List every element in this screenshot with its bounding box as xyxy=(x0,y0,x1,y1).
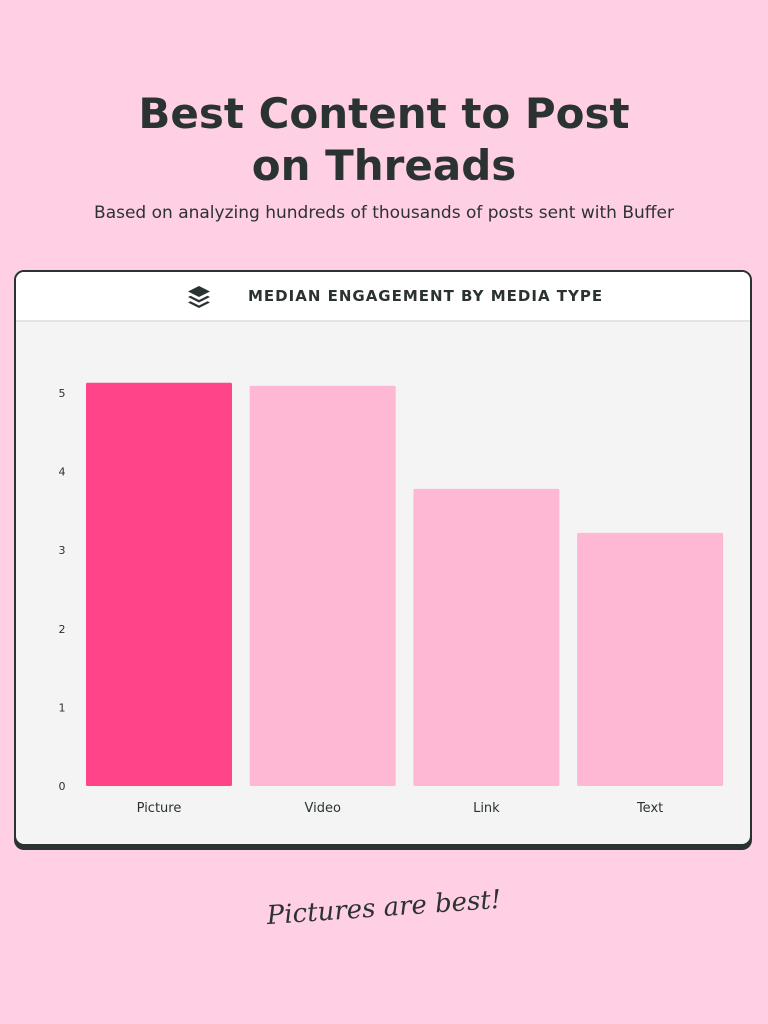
chart-card-header: MEDIAN ENGAGEMENT BY MEDIA TYPE xyxy=(16,272,750,322)
x-tick-label: Text xyxy=(636,801,663,816)
y-tick-label: 5 xyxy=(59,387,66,400)
bar-picture xyxy=(86,382,232,786)
y-tick-label: 4 xyxy=(59,466,66,479)
page-subtitle: Based on analyzing hundreds of thousands… xyxy=(94,203,674,223)
chart-title: MEDIAN ENGAGEMENT BY MEDIA TYPE xyxy=(248,287,604,305)
x-tick-label: Picture xyxy=(137,801,182,816)
bar-link xyxy=(413,488,560,786)
bar-text xyxy=(577,532,724,786)
bar-chart: 0 1 2 3 4 5 Picture Video Link Text xyxy=(59,382,724,816)
x-tick-label: Video xyxy=(304,801,340,816)
y-tick-label: 3 xyxy=(59,544,66,557)
chart-card: MEDIAN ENGAGEMENT BY MEDIA TYPE 0 1 2 3 4 5 Pi… xyxy=(14,270,752,846)
y-tick-label: 0 xyxy=(59,780,66,793)
y-tick-label: 1 xyxy=(59,701,66,714)
page-title-line-2: on Threads xyxy=(251,141,517,190)
y-tick-label: 2 xyxy=(59,623,66,636)
buffer-layers-icon xyxy=(188,286,210,308)
bar-video xyxy=(249,385,396,786)
page-title-line-1: Best Content to Post xyxy=(138,89,630,138)
page-title: Best Content to Post on Threads xyxy=(0,88,768,192)
x-tick-label: Link xyxy=(473,801,500,816)
footnote-text: Pictures are best! xyxy=(265,884,503,932)
